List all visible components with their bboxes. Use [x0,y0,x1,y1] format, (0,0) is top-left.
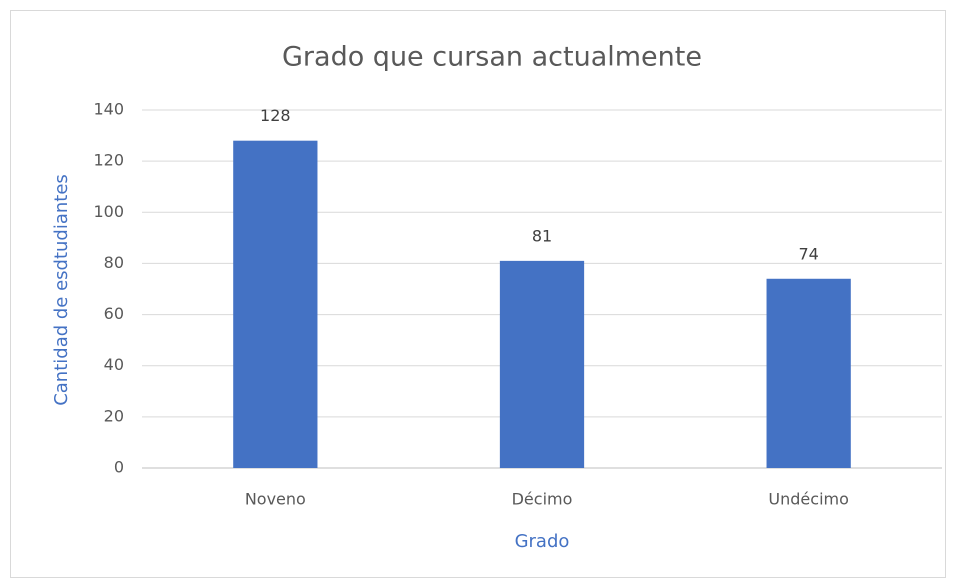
data-label: 128 [260,106,291,125]
y-tick-label: 80 [104,253,124,272]
y-tick-label: 100 [93,202,124,221]
bar [233,140,318,468]
y-tick-label: 0 [114,458,124,477]
x-tick-label: Undécimo [768,490,848,509]
bar [766,278,851,468]
y-tick-label: 60 [104,304,124,323]
y-tick-label: 20 [104,406,124,425]
y-tick-label: 40 [104,355,124,374]
x-tick-label: Décimo [512,490,573,509]
x-tick-label: Noveno [245,490,306,509]
x-axis-title: Grado [515,531,570,552]
y-tick-label: 140 [93,100,124,119]
y-axis-title: Cantidad de esdtudiantes [51,174,72,406]
y-tick-label: 120 [93,151,124,170]
data-label: 74 [798,244,818,263]
chart-title: Grado que cursan actualmente [282,42,702,73]
bar [499,260,585,468]
data-label: 81 [532,226,552,245]
